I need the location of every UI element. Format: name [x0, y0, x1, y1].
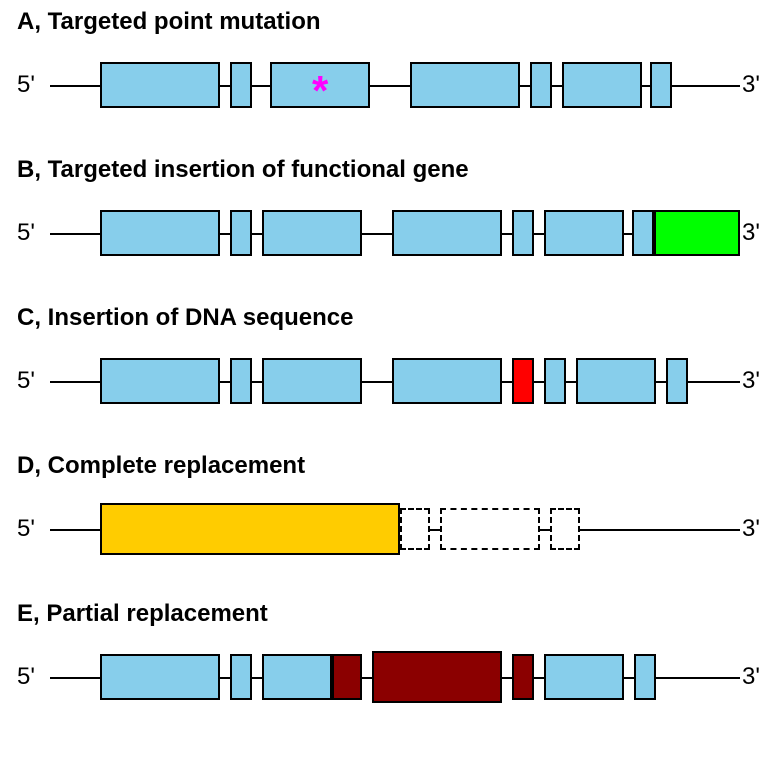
panel-b-exon-6: [632, 210, 654, 256]
panel-b-title: B, Targeted insertion of functional gene: [17, 156, 469, 184]
panel-c-exon-2: [262, 358, 362, 404]
panel-a-exon-6: [650, 62, 672, 108]
panel-a-exon-1: [230, 62, 252, 108]
panel-c-exon-3: [392, 358, 502, 404]
panel-a-exon-5: [562, 62, 642, 108]
panel-e-exon-3: [332, 654, 362, 700]
panel-a-title: A, Targeted point mutation: [17, 8, 321, 36]
panel-c-exon-5: [544, 358, 566, 404]
panel-e-title: E, Partial replacement: [17, 600, 268, 628]
panel-c-exon-6: [576, 358, 656, 404]
panel-a-exon-0: [100, 62, 220, 108]
panel-a-exon-3: [410, 62, 520, 108]
panel-e-exon-1: [230, 654, 252, 700]
panel-e-exon-4: [372, 651, 502, 703]
panel-e-exon-2: [262, 654, 332, 700]
panel-e-exon-6: [544, 654, 624, 700]
panel-d-dashed-1: [440, 508, 540, 550]
panel-a-5prime: 5': [17, 71, 35, 99]
panel-d-5prime: 5': [17, 515, 35, 543]
panel-b-exon-2: [262, 210, 362, 256]
panel-d-exon-0: [100, 503, 400, 555]
panel-e-5prime: 5': [17, 663, 35, 691]
panel-b-exon-7: [654, 210, 740, 256]
panel-e-exon-0: [100, 654, 220, 700]
panel-b-exon-1: [230, 210, 252, 256]
panel-a-3prime: 3': [742, 71, 760, 99]
panel-c-exon-7: [666, 358, 688, 404]
panel-b-exon-3: [392, 210, 502, 256]
panel-a-exon-4: [530, 62, 552, 108]
panel-c-3prime: 3': [742, 367, 760, 395]
panel-d-dashed-0: [400, 508, 430, 550]
panel-b-5prime: 5': [17, 219, 35, 247]
asterisk-icon: *: [312, 67, 328, 115]
panel-c-exon-0: [100, 358, 220, 404]
panel-e-3prime: 3': [742, 663, 760, 691]
panel-e-exon-5: [512, 654, 534, 700]
panel-b-3prime: 3': [742, 219, 760, 247]
panel-e-exon-7: [634, 654, 656, 700]
panel-d-dashed-2: [550, 508, 580, 550]
panel-c-exon-4: [512, 358, 534, 404]
panel-d-title: D, Complete replacement: [17, 452, 305, 480]
panel-c-title: C, Insertion of DNA sequence: [17, 304, 354, 332]
panel-c-5prime: 5': [17, 367, 35, 395]
panel-b-exon-4: [512, 210, 534, 256]
panel-b-exon-5: [544, 210, 624, 256]
panel-d-3prime: 3': [742, 515, 760, 543]
panel-b-exon-0: [100, 210, 220, 256]
panel-c-exon-1: [230, 358, 252, 404]
